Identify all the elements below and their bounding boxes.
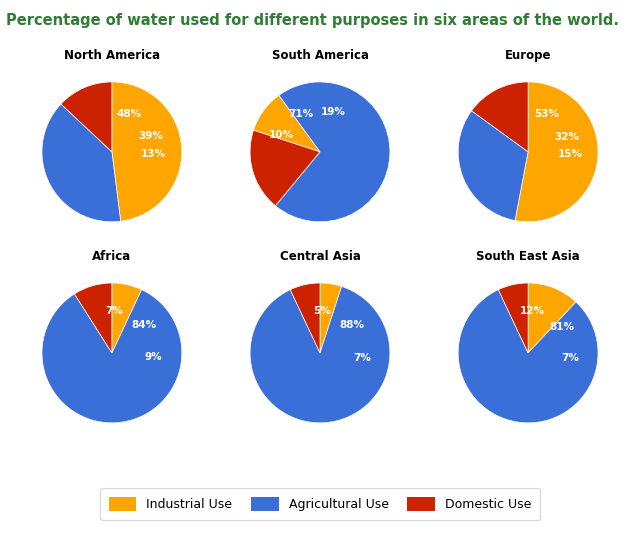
Text: 7%: 7% xyxy=(561,353,579,362)
Text: 88%: 88% xyxy=(339,321,364,330)
Text: 71%: 71% xyxy=(289,110,314,119)
Wedge shape xyxy=(112,283,141,353)
Wedge shape xyxy=(458,111,528,221)
Title: South East Asia: South East Asia xyxy=(476,250,580,263)
Wedge shape xyxy=(515,82,598,222)
Text: 48%: 48% xyxy=(116,108,141,119)
Text: 12%: 12% xyxy=(520,306,545,316)
Text: 13%: 13% xyxy=(141,149,166,159)
Wedge shape xyxy=(528,283,576,353)
Title: Central Asia: Central Asia xyxy=(280,250,360,263)
Title: South America: South America xyxy=(271,49,369,62)
Wedge shape xyxy=(458,289,598,423)
Text: 39%: 39% xyxy=(138,131,163,141)
Text: 81%: 81% xyxy=(549,322,574,332)
Text: 7%: 7% xyxy=(353,353,371,362)
Text: 53%: 53% xyxy=(534,110,559,119)
Text: Percentage of water used for different purposes in six areas of the world.: Percentage of water used for different p… xyxy=(6,13,620,28)
Text: 19%: 19% xyxy=(321,107,346,117)
Wedge shape xyxy=(112,82,182,221)
Wedge shape xyxy=(290,283,320,353)
Wedge shape xyxy=(472,82,528,152)
Wedge shape xyxy=(253,95,320,152)
Wedge shape xyxy=(250,130,320,206)
Text: 15%: 15% xyxy=(557,149,582,159)
Text: 10%: 10% xyxy=(269,130,294,141)
Text: 84%: 84% xyxy=(131,321,156,330)
Text: 7%: 7% xyxy=(106,306,124,316)
Text: 5%: 5% xyxy=(313,306,331,316)
Text: 32%: 32% xyxy=(555,132,580,142)
Wedge shape xyxy=(499,283,528,353)
Title: Europe: Europe xyxy=(505,49,551,62)
Legend: Industrial Use, Agricultural Use, Domestic Use: Industrial Use, Agricultural Use, Domest… xyxy=(100,488,540,520)
Wedge shape xyxy=(74,283,112,353)
Title: Africa: Africa xyxy=(92,250,132,263)
Wedge shape xyxy=(275,82,390,222)
Wedge shape xyxy=(320,283,342,353)
Title: North America: North America xyxy=(64,49,160,62)
Text: 9%: 9% xyxy=(145,352,163,362)
Wedge shape xyxy=(42,289,182,423)
Wedge shape xyxy=(61,82,112,152)
Wedge shape xyxy=(250,286,390,423)
Wedge shape xyxy=(42,104,121,222)
